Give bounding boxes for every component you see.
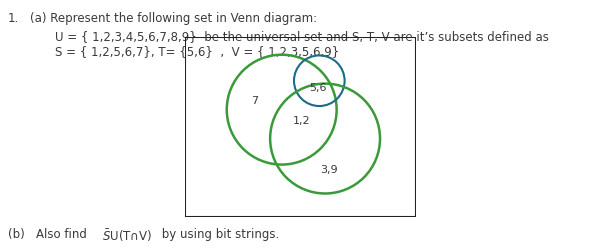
Text: S = { 1,2,5,6,7}, T= {5,6}  ,  V = { 1,2,3,5,6,9}: S = { 1,2,5,6,7}, T= {5,6} , V = { 1,2,3…	[55, 45, 339, 58]
Text: 7: 7	[251, 96, 258, 106]
Text: by using bit strings.: by using bit strings.	[158, 228, 279, 241]
Text: 1.: 1.	[8, 12, 19, 25]
Text: 3,9: 3,9	[320, 165, 338, 175]
Text: $\bar{S}$U(T$\cap$V): $\bar{S}$U(T$\cap$V)	[102, 228, 152, 245]
Text: 5,6: 5,6	[309, 83, 326, 93]
Text: U = { 1,2,3,4,5,6,7,8,9}  be the universal set and S, T, V are it’s subsets defi: U = { 1,2,3,4,5,6,7,8,9} be the universa…	[55, 30, 549, 43]
Text: 1,2: 1,2	[293, 116, 311, 126]
Text: (a) Represent the following set in Venn diagram:: (a) Represent the following set in Venn …	[30, 12, 317, 25]
Text: (b)   Also find: (b) Also find	[8, 228, 91, 241]
